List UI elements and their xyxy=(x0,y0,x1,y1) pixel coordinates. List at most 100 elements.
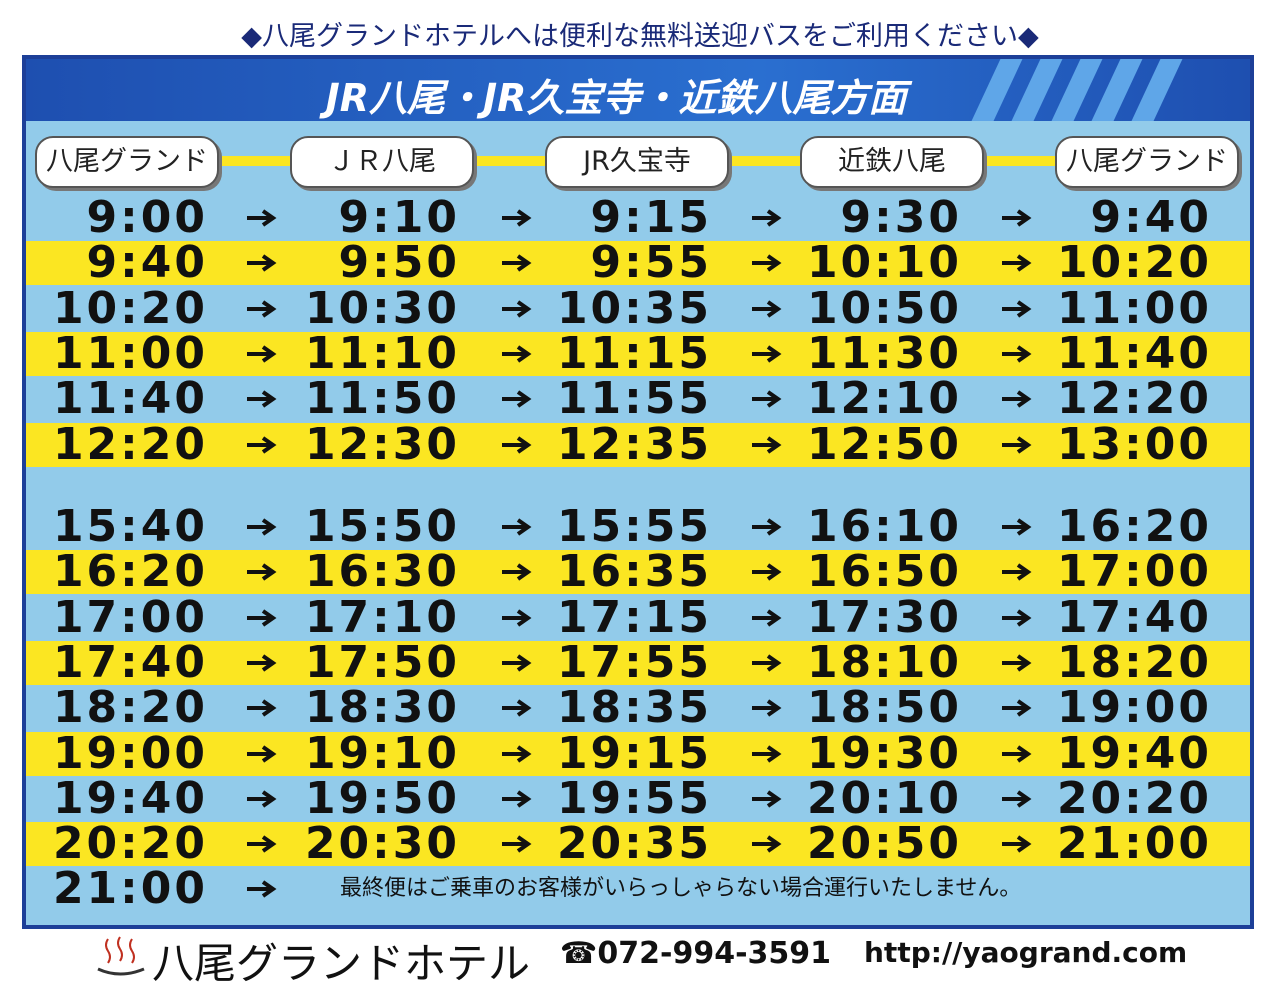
banner-title: JR八尾・JR久宝寺・近鉄八尾方面 xyxy=(325,76,907,120)
arrow xyxy=(1002,835,1032,853)
time: 10:10 xyxy=(806,237,962,289)
time: 11:40 xyxy=(1056,327,1212,379)
schedule-row: 11:00 11:10 11:15 11:30 11:40 xyxy=(26,327,1250,379)
arrow xyxy=(502,390,532,408)
arrow xyxy=(752,209,782,227)
time: 16:35 xyxy=(556,546,712,598)
arrow xyxy=(1002,608,1032,627)
time: 17:30 xyxy=(806,591,962,643)
time: 11:00 xyxy=(1056,282,1212,334)
time: 17:10 xyxy=(304,591,460,643)
time: 20:20 xyxy=(52,818,208,870)
time: 20:35 xyxy=(556,818,712,870)
arrow xyxy=(1002,518,1032,536)
time: 19:50 xyxy=(304,772,460,824)
hotel-name: 八尾グランドホテル xyxy=(152,939,531,988)
arrow xyxy=(752,299,782,318)
arrow xyxy=(1002,299,1032,318)
time: 9:00 xyxy=(86,192,208,243)
schedule-row: 17:00 17:10 17:15 17:30 17:40 xyxy=(26,591,1250,643)
time: 19:15 xyxy=(556,727,712,779)
arrow xyxy=(502,435,532,454)
arrow xyxy=(247,880,277,899)
arrow xyxy=(752,790,782,808)
time: 11:40 xyxy=(52,373,208,425)
arrow xyxy=(752,654,782,672)
arrow xyxy=(752,254,782,272)
time: 12:20 xyxy=(1056,373,1212,425)
time: 15:50 xyxy=(304,501,460,552)
time: 12:50 xyxy=(806,418,962,470)
time: 19:00 xyxy=(52,727,208,779)
header: ◆八尾グランドホテルへは便利な無料送迎バスをご利用ください◆ xyxy=(241,21,1039,52)
time: 20:50 xyxy=(806,818,962,870)
time: 16:50 xyxy=(806,546,962,598)
time: 11:00 xyxy=(52,327,208,379)
arrow xyxy=(502,790,532,808)
arrow xyxy=(1002,654,1032,672)
time: 19:40 xyxy=(1056,727,1212,779)
arrow xyxy=(247,835,277,853)
arrow xyxy=(752,563,782,581)
arrow xyxy=(247,654,277,672)
time: 15:55 xyxy=(556,501,712,552)
arrow xyxy=(752,390,782,408)
time: 9:50 xyxy=(338,237,460,289)
time: 9:55 xyxy=(590,237,712,289)
time: 12:30 xyxy=(304,418,460,470)
schedule-row: 18:20 18:30 18:35 18:50 19:00 xyxy=(26,686,1250,730)
time: 11:15 xyxy=(556,327,712,379)
arrow xyxy=(502,345,532,363)
arrow xyxy=(1002,435,1032,454)
arrow xyxy=(752,345,782,363)
arrow xyxy=(502,209,532,227)
schedule-row: 20:20 20:30 20:35 20:50 21:00 xyxy=(26,818,1250,870)
time: 12:35 xyxy=(556,418,712,470)
time: 11:50 xyxy=(304,373,460,425)
arrow xyxy=(502,654,532,672)
url: http://yaogrand.com xyxy=(864,936,1188,969)
onsen-icon xyxy=(97,936,145,976)
column-label: 八尾グランド xyxy=(1055,136,1239,188)
time: 16:20 xyxy=(1056,501,1212,552)
time: 18:10 xyxy=(806,636,962,688)
time: 19:40 xyxy=(52,772,208,824)
time: 12:10 xyxy=(806,373,962,425)
schedule-row: 16:20 16:30 16:35 16:50 17:00 xyxy=(26,546,1250,598)
arrow xyxy=(502,299,532,318)
arrow xyxy=(1002,744,1032,763)
time: 17:40 xyxy=(52,636,208,688)
arrow xyxy=(1002,790,1032,808)
arrow xyxy=(502,835,532,853)
arrow xyxy=(247,435,277,454)
arrow xyxy=(247,390,277,408)
time: 9:15 xyxy=(590,192,712,243)
note: 最終便はご乗車のお客様がいらっしゃらない場合運行いたしません。 xyxy=(340,876,1022,902)
arrow xyxy=(247,209,277,227)
arrow xyxy=(247,744,277,763)
arrow xyxy=(502,608,532,627)
time: 18:50 xyxy=(806,682,962,734)
phone: ☎072-994-3591 xyxy=(560,936,832,971)
arrow xyxy=(247,608,277,627)
arrow xyxy=(247,254,277,272)
arrow xyxy=(752,699,782,717)
time: 18:20 xyxy=(1056,636,1212,688)
time: 18:20 xyxy=(52,682,208,734)
time: 10:30 xyxy=(304,282,460,334)
time: 21:00 xyxy=(1056,818,1212,870)
time: 10:35 xyxy=(556,282,712,334)
schedule-row: 9:40 9:50 9:55 10:10 10:20 xyxy=(26,237,1250,289)
time: 18:30 xyxy=(304,682,460,734)
arrow xyxy=(1002,390,1032,408)
arrow xyxy=(1002,345,1032,363)
schedule-row: 19:00 19:10 19:15 19:30 19:40 xyxy=(26,727,1250,779)
time: 16:20 xyxy=(52,546,208,598)
time: 10:20 xyxy=(52,282,208,334)
time: 18:35 xyxy=(556,682,712,734)
arrow xyxy=(247,699,277,717)
arrow xyxy=(752,744,782,763)
column-label: 八尾グランド xyxy=(35,136,219,188)
column-label: JR久宝寺 xyxy=(545,136,729,188)
